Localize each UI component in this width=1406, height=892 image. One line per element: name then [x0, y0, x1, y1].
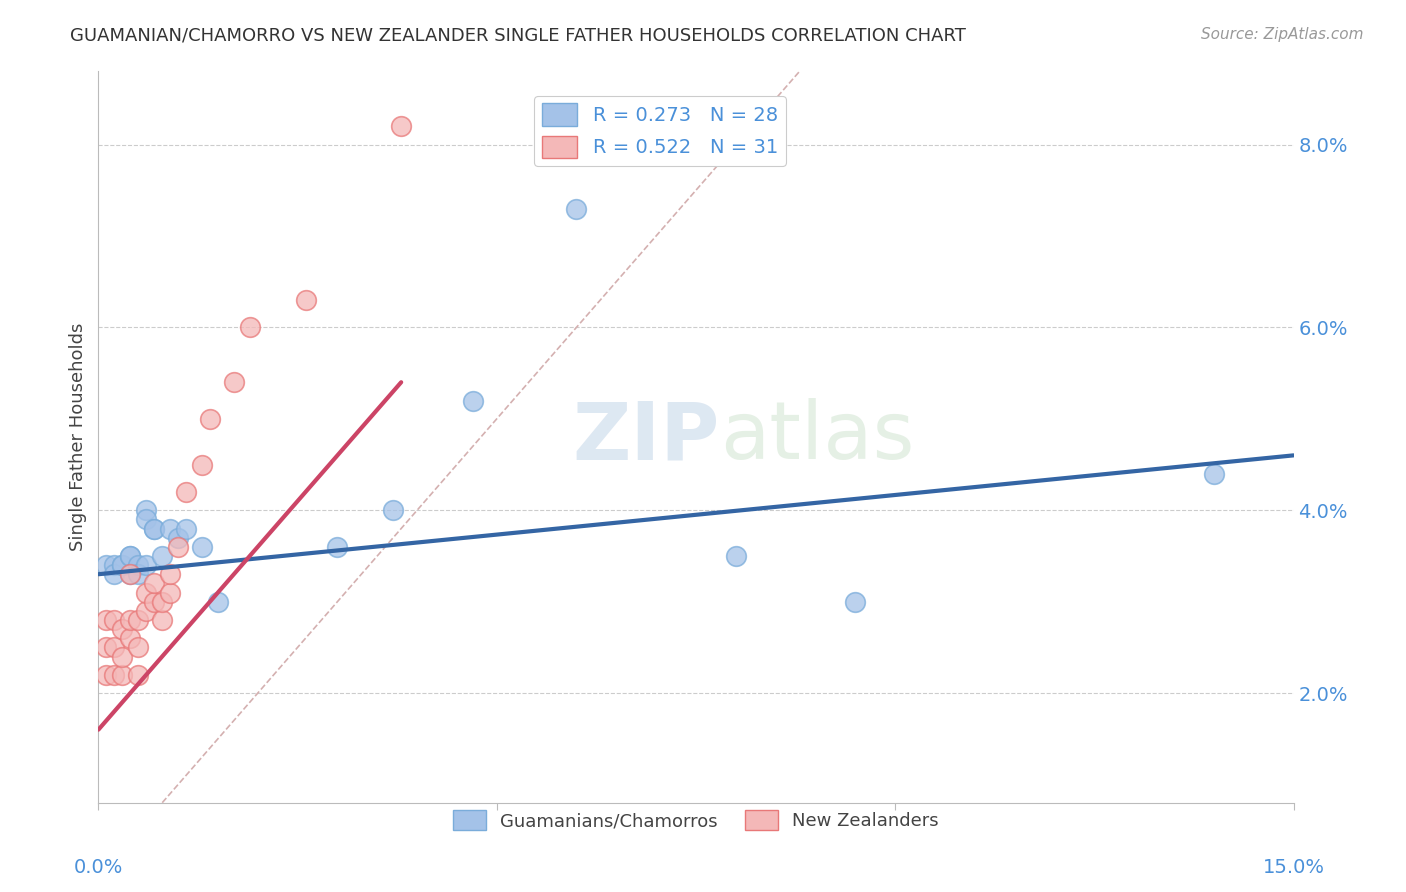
Point	[120, 567, 142, 582]
Point	[103, 613, 125, 627]
Point	[1202, 467, 1225, 481]
Point	[96, 558, 118, 573]
Point	[382, 503, 405, 517]
Point	[111, 558, 134, 573]
Point	[120, 549, 142, 563]
Point	[724, 549, 747, 563]
Point	[461, 393, 484, 408]
Text: Source: ZipAtlas.com: Source: ZipAtlas.com	[1201, 27, 1364, 42]
Point	[103, 667, 125, 682]
Point	[111, 649, 134, 664]
Point	[565, 202, 588, 216]
Point	[294, 293, 316, 307]
Legend: Guamanians/Chamorros, New Zealanders: Guamanians/Chamorros, New Zealanders	[446, 803, 946, 838]
Point	[127, 558, 149, 573]
Point	[159, 585, 181, 599]
Point	[191, 458, 214, 472]
Point	[120, 549, 142, 563]
Point	[127, 667, 149, 682]
Point	[150, 549, 173, 563]
Point	[389, 119, 412, 133]
Point	[191, 540, 214, 554]
Point	[143, 521, 166, 535]
Point	[120, 632, 142, 646]
Point	[150, 613, 173, 627]
Point	[120, 567, 142, 582]
Point	[239, 320, 262, 334]
Point	[103, 567, 125, 582]
Point	[120, 613, 142, 627]
Point	[135, 558, 157, 573]
Point	[159, 567, 181, 582]
Point	[127, 613, 149, 627]
Point	[150, 594, 173, 608]
Point	[96, 640, 118, 655]
Point	[127, 567, 149, 582]
Point	[207, 594, 229, 608]
Point	[198, 412, 221, 426]
Point	[143, 521, 166, 535]
Point	[111, 558, 134, 573]
Point	[844, 594, 866, 608]
Point	[167, 540, 190, 554]
Point	[159, 521, 181, 535]
Text: ZIP: ZIP	[572, 398, 720, 476]
Point	[143, 594, 166, 608]
Point	[135, 604, 157, 618]
Point	[135, 503, 157, 517]
Point	[143, 576, 166, 591]
Point	[96, 613, 118, 627]
Point	[135, 512, 157, 526]
Text: atlas: atlas	[720, 398, 914, 476]
Point	[174, 521, 197, 535]
Point	[167, 531, 190, 545]
Y-axis label: Single Father Households: Single Father Households	[69, 323, 87, 551]
Point	[135, 585, 157, 599]
Point	[111, 622, 134, 636]
Text: GUAMANIAN/CHAMORRO VS NEW ZEALANDER SINGLE FATHER HOUSEHOLDS CORRELATION CHART: GUAMANIAN/CHAMORRO VS NEW ZEALANDER SING…	[70, 27, 966, 45]
Point	[222, 375, 245, 389]
Point	[103, 640, 125, 655]
Point	[96, 667, 118, 682]
Point	[111, 667, 134, 682]
Text: 0.0%: 0.0%	[73, 858, 124, 877]
Point	[127, 640, 149, 655]
Point	[103, 558, 125, 573]
Point	[174, 485, 197, 500]
Point	[326, 540, 349, 554]
Text: 15.0%: 15.0%	[1263, 858, 1324, 877]
